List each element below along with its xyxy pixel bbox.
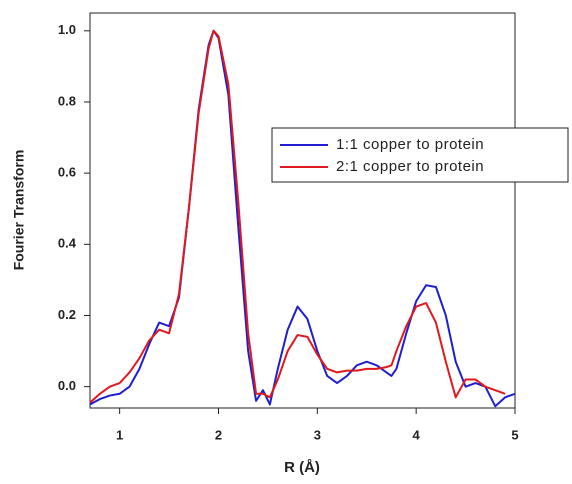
y-tick-label: 0.4 (58, 236, 77, 251)
legend-label: 1:1 copper to protein (336, 136, 484, 153)
y-tick-label: 0.8 (58, 93, 76, 108)
y-tick-label: 0.2 (58, 307, 76, 322)
y-tick-label: 0.0 (58, 378, 76, 393)
y-tick-label: 0.6 (58, 165, 76, 180)
legend-label: 2:1 copper to protein (336, 158, 484, 175)
x-axis-title: R (Å) (284, 459, 320, 476)
x-tick-label: 5 (511, 427, 518, 442)
y-tick-label: 1.0 (58, 22, 76, 37)
series-line (89, 29, 506, 404)
x-tick-label: 4 (413, 427, 421, 442)
x-tick-label: 1 (116, 427, 123, 442)
plot-frame (89, 12, 516, 409)
x-tick-label: 3 (314, 427, 321, 442)
legend-box (271, 127, 569, 183)
y-axis-title: Fourier Transform (11, 150, 27, 271)
series-line (89, 29, 516, 408)
x-tick-label: 2 (215, 427, 222, 442)
